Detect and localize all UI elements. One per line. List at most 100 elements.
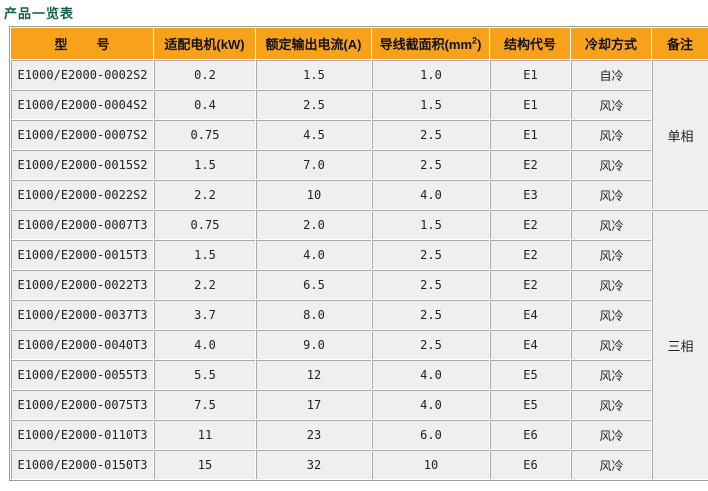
cell-model: E1000/E2000-0150T3 — [11, 450, 153, 479]
cell-code: E2 — [490, 270, 570, 299]
table-row: E1000/E2000-0015T3 1.5 4.0 2.5 E2 风冷 — [11, 240, 708, 269]
cell-model: E1000/E2000-0055T3 — [11, 360, 153, 389]
cell-current_a: 12 — [256, 360, 371, 389]
cell-model: E1000/E2000-0075T3 — [11, 390, 153, 419]
cell-wire_mm2: 4.0 — [372, 390, 489, 419]
cell-code: E6 — [490, 450, 570, 479]
cell-motor_kw: 0.4 — [154, 90, 255, 119]
cell-code: E6 — [490, 420, 570, 449]
cell-wire_mm2: 2.5 — [372, 150, 489, 179]
cell-code: E2 — [490, 210, 570, 239]
cell-cooling: 风冷 — [571, 450, 651, 479]
cell-wire_mm2: 2.5 — [372, 270, 489, 299]
cell-current_a: 10 — [256, 180, 371, 209]
cell-cooling: 风冷 — [571, 240, 651, 269]
column-header-label: 冷却方式 — [584, 37, 637, 52]
column-header-note: 备注 — [652, 28, 708, 59]
cell-current_a: 4.5 — [256, 120, 371, 149]
note-group-cell: 三相 — [652, 210, 708, 479]
cell-code: E1 — [490, 120, 570, 149]
column-header-current: 额定输出电流(A) — [256, 28, 371, 59]
cell-cooling: 风冷 — [571, 180, 651, 209]
column-header-superscript: 2 — [472, 35, 478, 46]
page-title: 产品一览表 — [4, 6, 75, 21]
cell-model: E1000/E2000-0040T3 — [11, 330, 153, 359]
column-header-label: 型 号 — [54, 37, 110, 52]
column-header-label: 额定输出电流(A) — [265, 37, 362, 52]
table-row: E1000/E2000-0022S2 2.2 10 4.0 E3 风冷 — [11, 180, 708, 209]
column-header-label: 结构代号 — [503, 37, 556, 52]
cell-wire_mm2: 2.5 — [372, 330, 489, 359]
cell-model: E1000/E2000-0110T3 — [11, 420, 153, 449]
cell-cooling: 风冷 — [571, 360, 651, 389]
cell-model: E1000/E2000-0007S2 — [11, 120, 153, 149]
cell-model: E1000/E2000-0015T3 — [11, 240, 153, 269]
cell-wire_mm2: 1.0 — [372, 60, 489, 89]
cell-model: E1000/E2000-0022S2 — [11, 180, 153, 209]
cell-code: E4 — [490, 300, 570, 329]
cell-wire_mm2: 2.5 — [372, 240, 489, 269]
table-row: E1000/E2000-0055T3 5.5 12 4.0 E5 风冷 — [11, 360, 708, 389]
cell-current_a: 1.5 — [256, 60, 371, 89]
cell-cooling: 风冷 — [571, 90, 651, 119]
cell-model: E1000/E2000-0004S2 — [11, 90, 153, 119]
column-header-label-suffix: ) — [477, 37, 482, 52]
cell-motor_kw: 2.2 — [154, 270, 255, 299]
table-row: E1000/E2000-0040T3 4.0 9.0 2.5 E4 风冷 — [11, 330, 708, 359]
table-row: E1000/E2000-0004S2 0.4 2.5 1.5 E1 风冷 — [11, 90, 708, 119]
cell-current_a: 23 — [256, 420, 371, 449]
cell-code: E4 — [490, 330, 570, 359]
cell-cooling: 风冷 — [571, 150, 651, 179]
cell-model: E1000/E2000-0037T3 — [11, 300, 153, 329]
cell-motor_kw: 0.75 — [154, 210, 255, 239]
cell-code: E2 — [490, 240, 570, 269]
cell-current_a: 17 — [256, 390, 371, 419]
cell-cooling: 风冷 — [571, 210, 651, 239]
cell-cooling: 风冷 — [571, 270, 651, 299]
cell-motor_kw: 0.75 — [154, 120, 255, 149]
table-row: E1000/E2000-0015S2 1.5 7.0 2.5 E2 风冷 — [11, 150, 708, 179]
cell-current_a: 4.0 — [256, 240, 371, 269]
cell-code: E5 — [490, 390, 570, 419]
table-row: E1000/E2000-0007S2 0.75 4.5 2.5 E1 风冷 — [11, 120, 708, 149]
cell-model: E1000/E2000-0015S2 — [11, 150, 153, 179]
cell-wire_mm2: 4.0 — [372, 360, 489, 389]
cell-motor_kw: 5.5 — [154, 360, 255, 389]
product-overview-table: 型 号 适配电机(kW) 额定输出电流(A) 导线截面积(mm2) 结构代号 冷却方式 备注… — [9, 26, 708, 481]
column-header-label: 导线截面积(mm — [379, 37, 473, 52]
cell-cooling: 自冷 — [571, 60, 651, 89]
note-group-cell: 单相 — [652, 60, 708, 209]
column-header-code: 结构代号 — [490, 28, 570, 59]
cell-current_a: 7.0 — [256, 150, 371, 179]
cell-current_a: 9.0 — [256, 330, 371, 359]
column-header-motor: 适配电机(kW) — [154, 28, 255, 59]
cell-wire_mm2: 2.5 — [372, 300, 489, 329]
cell-code: E5 — [490, 360, 570, 389]
cell-model: E1000/E2000-0007T3 — [11, 210, 153, 239]
cell-wire_mm2: 6.0 — [372, 420, 489, 449]
cell-motor_kw: 4.0 — [154, 330, 255, 359]
cell-current_a: 6.5 — [256, 270, 371, 299]
cell-motor_kw: 1.5 — [154, 150, 255, 179]
column-header-model: 型 号 — [11, 28, 153, 59]
cell-code: E2 — [490, 150, 570, 179]
cell-cooling: 风冷 — [571, 330, 651, 359]
column-header-label: 备注 — [666, 37, 693, 52]
cell-wire_mm2: 4.0 — [372, 180, 489, 209]
cell-code: E1 — [490, 90, 570, 119]
column-header-label: 适配电机(kW) — [164, 37, 245, 52]
cell-motor_kw: 3.7 — [154, 300, 255, 329]
cell-code: E3 — [490, 180, 570, 209]
cell-cooling: 风冷 — [571, 300, 651, 329]
cell-current_a: 2.0 — [256, 210, 371, 239]
table-row: E1000/E2000-0075T3 7.5 17 4.0 E5 风冷 — [11, 390, 708, 419]
table-row: E1000/E2000-0022T3 2.2 6.5 2.5 E2 风冷 — [11, 270, 708, 299]
cell-motor_kw: 11 — [154, 420, 255, 449]
column-header-wire: 导线截面积(mm2) — [372, 28, 489, 59]
cell-wire_mm2: 1.5 — [372, 90, 489, 119]
cell-current_a: 2.5 — [256, 90, 371, 119]
cell-cooling: 风冷 — [571, 120, 651, 149]
cell-motor_kw: 0.2 — [154, 60, 255, 89]
table-header-row: 型 号 适配电机(kW) 额定输出电流(A) 导线截面积(mm2) 结构代号 冷却方式 备注 — [11, 28, 708, 59]
table-row: E1000/E2000-0150T3 15 32 10 E6 风冷 — [11, 450, 708, 479]
